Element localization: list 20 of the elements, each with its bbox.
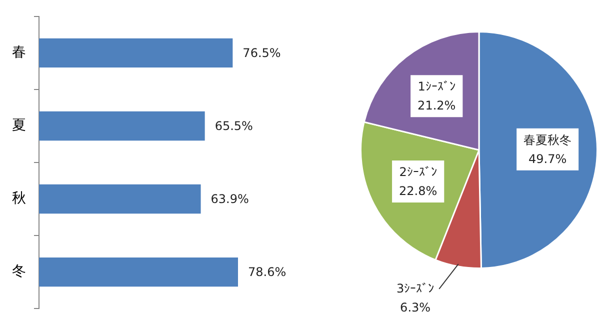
data-label: 76.5% <box>242 46 281 60</box>
data-label: 21.2% <box>418 98 456 113</box>
bar <box>39 111 205 141</box>
data-label: 78.6% <box>248 265 286 280</box>
data-label: 63.9% <box>210 192 249 206</box>
slice-label: 2ｼｰｽﾞﾝ <box>399 165 437 180</box>
data-label: 22.8% <box>399 184 438 198</box>
y-tick-label: 冬 <box>12 264 26 280</box>
bar <box>39 38 233 68</box>
y-tick-label: 秋 <box>12 190 26 207</box>
slice-label: 春夏秋冬 <box>524 132 572 147</box>
slice-label: 3ｼｰｽﾞﾝ <box>396 282 434 296</box>
slice-label: 1ｼｰｽﾞﾝ <box>418 80 456 94</box>
data-label: 49.7% <box>528 152 567 166</box>
y-tick-label: 夏 <box>12 118 26 134</box>
y-tick-label: 春 <box>12 44 26 61</box>
data-label: 6.3% <box>400 300 431 315</box>
bar <box>39 184 201 214</box>
data-label: 65.5% <box>214 119 253 134</box>
bar <box>39 257 238 287</box>
